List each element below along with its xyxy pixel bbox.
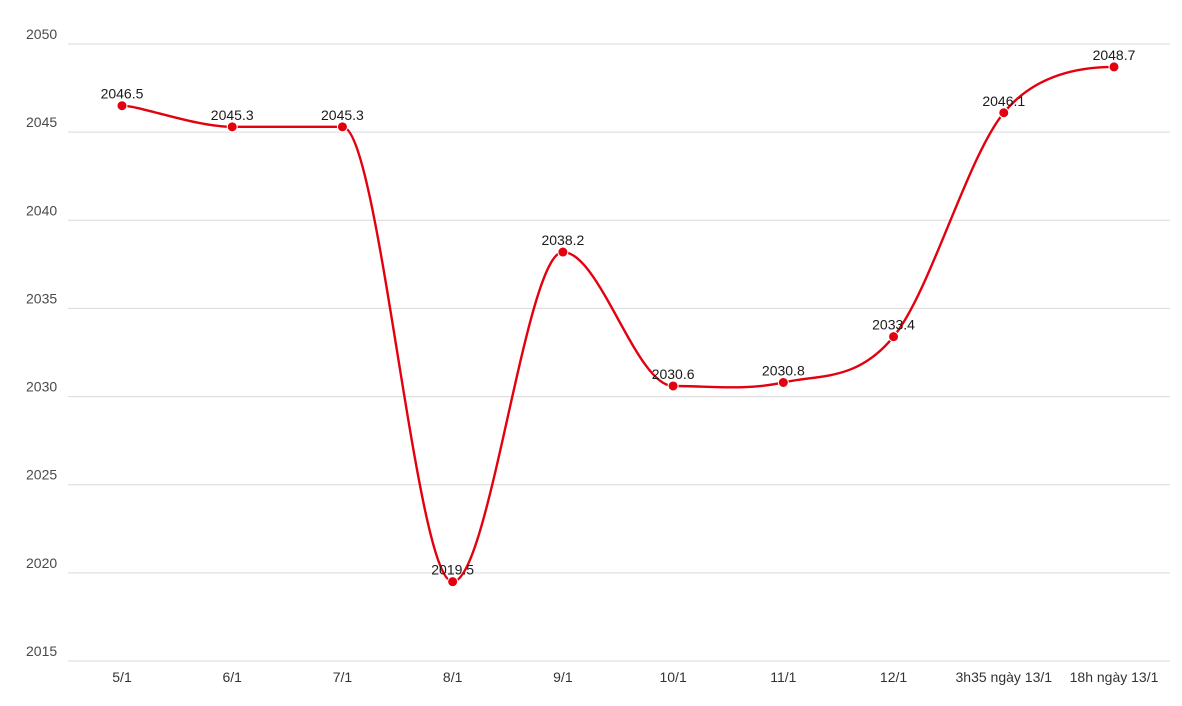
y-tick-label: 2035 xyxy=(26,290,57,306)
y-axis-ticks: 2015 2020 2025 2030 2035 2040 2045 2050 xyxy=(26,26,57,659)
data-label: 2019.5 xyxy=(431,562,474,578)
x-tick-label: 11/1 xyxy=(770,669,796,685)
x-tick-label: 3h35 ngày 13/1 xyxy=(956,669,1053,685)
data-points xyxy=(116,61,1120,588)
x-tick-label: 10/1 xyxy=(659,669,686,685)
y-tick-label: 2020 xyxy=(26,555,57,571)
data-point xyxy=(998,107,1010,119)
x-axis-ticks: 5/1 6/1 7/1 8/1 9/1 10/1 11/1 12/1 3h35 ngày 13/… xyxy=(112,669,1158,685)
data-label: 2046.5 xyxy=(101,86,144,102)
data-labels: 2046.5 2045.3 2045.3 2019.5 2038.2 2030.6 2030… xyxy=(101,47,1136,578)
data-point xyxy=(226,121,238,133)
y-tick-label: 2050 xyxy=(26,26,57,42)
data-label: 2033.4 xyxy=(872,317,915,333)
data-point xyxy=(336,121,348,133)
y-tick-label: 2040 xyxy=(26,202,57,218)
y-tick-label: 2045 xyxy=(26,114,57,130)
data-point xyxy=(447,576,459,588)
y-tick-label: 2030 xyxy=(26,379,57,395)
data-point xyxy=(777,376,789,388)
data-label: 2030.6 xyxy=(652,366,695,382)
x-tick-label: 8/1 xyxy=(443,669,463,685)
x-tick-label: 7/1 xyxy=(333,669,353,685)
data-label: 2048.7 xyxy=(1093,47,1136,63)
x-tick-label: 18h ngày 13/1 xyxy=(1070,669,1159,685)
data-label: 2045.3 xyxy=(211,107,254,123)
data-label: 2046.1 xyxy=(982,93,1025,109)
data-point xyxy=(888,331,900,343)
data-point xyxy=(667,380,679,392)
data-point xyxy=(116,100,128,112)
data-point xyxy=(557,246,569,258)
grid-lines xyxy=(68,43,1170,662)
x-tick-label: 12/1 xyxy=(880,669,907,685)
x-tick-label: 6/1 xyxy=(222,669,242,685)
x-tick-label: 9/1 xyxy=(553,669,573,685)
data-label: 2045.3 xyxy=(321,107,364,123)
data-point xyxy=(1108,61,1120,73)
data-label: 2038.2 xyxy=(541,232,584,248)
x-tick-label: 5/1 xyxy=(112,669,132,685)
y-tick-label: 2015 xyxy=(26,643,57,659)
y-tick-label: 2025 xyxy=(26,467,57,483)
data-label: 2030.8 xyxy=(762,362,805,378)
series-line xyxy=(121,65,1115,583)
